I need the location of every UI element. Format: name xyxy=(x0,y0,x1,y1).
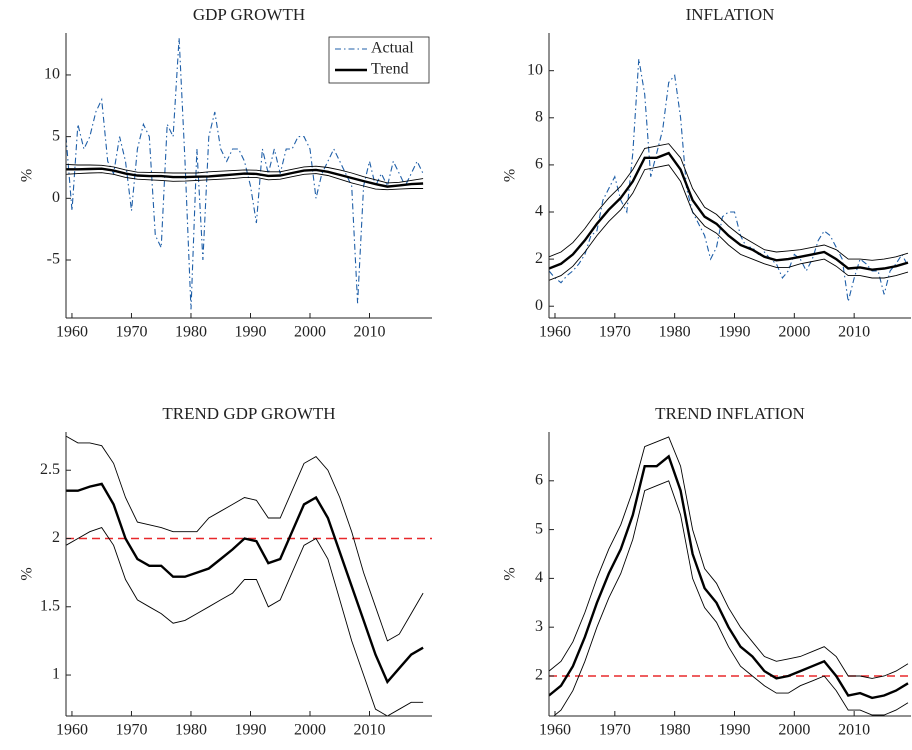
series-line xyxy=(549,151,909,271)
x-tick-label: 1960 xyxy=(539,722,571,739)
x-tick-label: 1980 xyxy=(659,722,691,739)
series-line xyxy=(66,482,424,685)
x-tick-label: 2000 xyxy=(778,324,810,341)
y-tick-label: 5 xyxy=(535,520,543,537)
y-axis-label: % xyxy=(502,567,519,580)
x-tick-label: 1980 xyxy=(175,324,207,341)
x-tick-label: 2010 xyxy=(354,324,386,341)
x-tick-label: 1970 xyxy=(599,722,631,739)
x-tick-label: 1980 xyxy=(175,722,207,739)
y-tick-label: 2 xyxy=(535,250,543,267)
y-axis-label: % xyxy=(502,169,519,182)
y-tick-label: 1.5 xyxy=(40,597,60,614)
band-line xyxy=(66,163,424,184)
y-tick-label: 0 xyxy=(52,189,60,206)
x-tick-label: 1960 xyxy=(56,324,88,341)
band-line xyxy=(553,480,909,716)
y-tick-label: 3 xyxy=(535,618,543,635)
chart-title: INFLATION xyxy=(686,5,775,24)
plot-area xyxy=(66,435,432,716)
x-tick-label: 1990 xyxy=(234,722,266,739)
legend-box xyxy=(328,36,430,84)
x-tick-label: 1960 xyxy=(56,722,88,739)
y-tick-label: 10 xyxy=(44,66,60,83)
band-line xyxy=(66,172,424,191)
x-tick-label: 2000 xyxy=(294,324,326,341)
x-tick-label: 1980 xyxy=(659,324,691,341)
plot-area xyxy=(549,58,909,302)
band-line xyxy=(549,143,909,261)
y-tick-label: 6 xyxy=(535,471,543,488)
y-tick-label: 6 xyxy=(535,156,543,173)
band-line xyxy=(549,164,909,281)
y-axis-label: % xyxy=(19,169,36,182)
y-tick-label: 1 xyxy=(52,666,60,683)
x-tick-label: 1970 xyxy=(115,324,147,341)
y-tick-label: 2.5 xyxy=(40,461,60,478)
y-tick-label: 8 xyxy=(535,108,543,125)
plot-area xyxy=(549,436,911,716)
y-tick-label: 2 xyxy=(52,529,60,546)
x-tick-label: 2000 xyxy=(778,722,810,739)
band-line xyxy=(549,436,909,679)
y-tick-label: 5 xyxy=(52,127,60,144)
y-tick-label: -5 xyxy=(47,251,60,268)
legend-label: Actual xyxy=(371,40,414,57)
x-tick-label: 1990 xyxy=(234,324,266,341)
x-tick-label: 1990 xyxy=(718,324,750,341)
chart-title: TREND INFLATION xyxy=(655,404,805,423)
series-line xyxy=(549,454,909,700)
y-tick-label: 4 xyxy=(535,569,543,586)
plot-area xyxy=(66,37,424,310)
x-tick-label: 1970 xyxy=(115,722,147,739)
band-line xyxy=(66,435,424,642)
band-line xyxy=(66,527,424,716)
x-tick-label: 2010 xyxy=(354,722,386,739)
series-line xyxy=(549,58,909,302)
chart-title: TREND GDP GROWTH xyxy=(162,404,335,423)
y-tick-label: 4 xyxy=(535,203,543,220)
y-tick-label: 0 xyxy=(535,297,543,314)
legend-label: Trend xyxy=(371,61,409,78)
x-tick-label: 2000 xyxy=(294,722,326,739)
y-axis-label: % xyxy=(19,567,36,580)
x-tick-label: 2010 xyxy=(838,324,870,341)
x-tick-label: 1960 xyxy=(539,324,571,341)
series-line xyxy=(66,167,424,188)
x-tick-label: 2010 xyxy=(838,722,870,739)
chart-title: GDP GROWTH xyxy=(193,5,305,24)
y-tick-label: 2 xyxy=(535,667,543,684)
x-tick-label: 1990 xyxy=(718,722,750,739)
x-tick-label: 1970 xyxy=(599,324,631,341)
y-tick-label: 10 xyxy=(527,61,543,78)
